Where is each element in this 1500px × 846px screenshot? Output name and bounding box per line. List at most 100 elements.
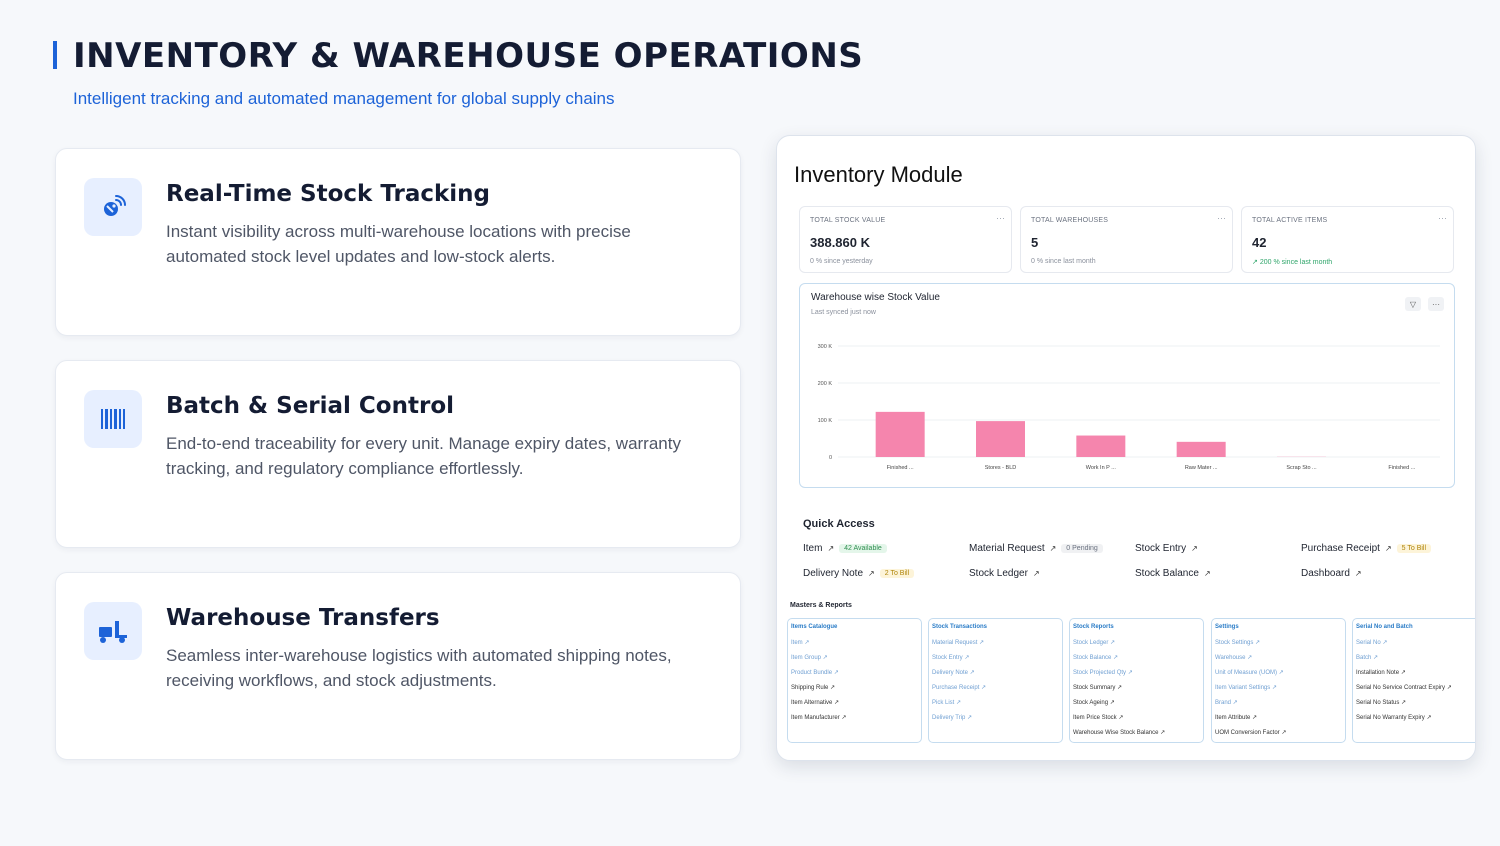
feature-title: Real-Time Stock Tracking	[166, 181, 490, 207]
masters-link[interactable]: Stock Ledger ↗	[1073, 639, 1115, 646]
more-options-icon[interactable]: ···	[996, 213, 1005, 223]
masters-link-label: Stock Balance	[1073, 655, 1112, 661]
quick-access-item[interactable]: Purchase Receipt ↗ 5 To Bill	[1301, 543, 1432, 554]
masters-link-label: Pick List	[932, 700, 955, 706]
masters-link[interactable]: Serial No ↗	[1356, 639, 1387, 646]
masters-link[interactable]: Shipping Rule ↗	[791, 684, 835, 691]
chart-bar[interactable]	[1076, 435, 1126, 457]
external-link-icon: ↗	[954, 700, 962, 706]
masters-link[interactable]: Item Manufacturer ↗	[791, 714, 846, 721]
external-link-icon: ↗	[1445, 685, 1452, 691]
quick-access-item[interactable]: Stock Ledger ↗	[969, 568, 1040, 579]
masters-link[interactable]: Stock Projected Qty ↗	[1073, 669, 1133, 676]
truck-loading-icon	[84, 602, 142, 660]
masters-link[interactable]: Installation Note ↗	[1356, 669, 1406, 676]
masters-link[interactable]: Item Group ↗	[791, 654, 828, 661]
masters-card-title[interactable]: Stock Transactions	[932, 624, 988, 630]
external-link-icon: ↗	[1279, 730, 1287, 736]
masters-reports-title: Masters & Reports	[790, 602, 852, 609]
quick-access-item[interactable]: Material Request ↗ 0 Pending	[969, 543, 1103, 554]
masters-link[interactable]: Stock Ageing ↗	[1073, 699, 1115, 706]
external-link-icon: ↗	[1158, 730, 1166, 736]
external-link-icon: ↗	[1111, 655, 1119, 661]
feature-title: Batch & Serial Control	[166, 393, 455, 419]
masters-link-label: Stock Ageing	[1073, 700, 1109, 706]
quick-access-item[interactable]: Delivery Note ↗ 2 To Bill	[803, 568, 915, 579]
masters-link[interactable]: Serial No Status ↗	[1356, 699, 1406, 706]
more-options-icon[interactable]: ···	[1438, 213, 1447, 223]
masters-link[interactable]: Batch ↗	[1356, 654, 1378, 661]
masters-link[interactable]: Pick List ↗	[932, 699, 961, 706]
kpi-value: 388.860 K	[810, 235, 870, 250]
quick-access-label: Purchase Receipt	[1301, 543, 1380, 554]
kpi-card-stock-value[interactable]: TOTAL STOCK VALUE ··· 388.860 K 0 % sinc…	[799, 206, 1012, 273]
masters-link[interactable]: UOM Conversion Factor ↗	[1215, 729, 1286, 736]
masters-link[interactable]: Stock Summary ↗	[1073, 684, 1122, 691]
quick-access-label: Stock Ledger	[969, 568, 1028, 579]
masters-link[interactable]: Purchase Receipt ↗	[932, 684, 986, 691]
masters-link-label: Warehouse Wise Stock Balance	[1073, 730, 1159, 736]
masters-link[interactable]: Item Attribute ↗	[1215, 714, 1257, 721]
masters-link[interactable]: Warehouse ↗	[1215, 654, 1252, 661]
masters-link[interactable]: Product Bundle ↗	[791, 669, 839, 676]
title-accent-bar	[53, 41, 57, 69]
masters-link[interactable]: Serial No Warranty Expiry ↗	[1356, 714, 1432, 721]
chart-bar[interactable]	[875, 411, 925, 457]
masters-link[interactable]: Stock Balance ↗	[1073, 654, 1118, 661]
kpi-card-active-items[interactable]: TOTAL ACTIVE ITEMS ··· 42 ↗ 200 % since …	[1241, 206, 1454, 273]
quick-access-item[interactable]: Dashboard ↗	[1301, 568, 1362, 579]
kpi-card-warehouses[interactable]: TOTAL WAREHOUSES ··· 5 0 % since last mo…	[1020, 206, 1233, 273]
external-link-icon: ↗	[1253, 640, 1261, 646]
masters-link-label: Item Alternative	[791, 700, 833, 706]
masters-card-title[interactable]: Stock Reports	[1073, 624, 1114, 630]
masters-link[interactable]: Unit of Measure (UOM) ↗	[1215, 669, 1284, 676]
quick-access-label: Material Request	[969, 543, 1045, 554]
masters-card: Stock Transactions Material Request ↗ Stoc…	[928, 618, 1063, 743]
masters-link[interactable]: Stock Settings ↗	[1215, 639, 1260, 646]
masters-link[interactable]: Item Alternative ↗	[791, 699, 839, 706]
more-options-icon[interactable]: ···	[1217, 213, 1226, 223]
external-link-icon: ↗	[1203, 569, 1211, 578]
masters-link-label: Item Attribute	[1215, 715, 1251, 721]
external-link-icon: ↗	[827, 544, 835, 553]
masters-link[interactable]: Warehouse Wise Stock Balance ↗	[1073, 729, 1165, 736]
masters-card-title[interactable]: Settings	[1215, 624, 1239, 630]
masters-link-label: Serial No	[1356, 640, 1381, 646]
kpi-label: TOTAL ACTIVE ITEMS	[1252, 217, 1328, 224]
masters-card-title[interactable]: Items Catalogue	[791, 624, 838, 630]
masters-link-label: Item Group	[791, 655, 822, 661]
masters-link-label: Item Price Stock	[1073, 715, 1117, 721]
masters-link[interactable]: Item Variant Settings ↗	[1215, 684, 1277, 691]
feature-description: Instant visibility across multi-warehous…	[166, 222, 631, 266]
y-tick-label: 100 K	[818, 418, 833, 424]
masters-link[interactable]: Delivery Trip ↗	[932, 714, 972, 721]
external-link-icon: ↗	[1384, 544, 1392, 553]
masters-link[interactable]: Serial No Service Contract Expiry ↗	[1356, 684, 1452, 691]
chart-menu-icon[interactable]: ···	[1428, 297, 1444, 311]
masters-card-title[interactable]: Serial No and Batch	[1356, 624, 1413, 630]
x-tick-label: Scrap Sto ...	[1286, 465, 1317, 471]
external-link-icon: ↗	[1049, 544, 1057, 553]
kpi-change: 0 % since yesterday	[810, 258, 873, 265]
external-link-icon: ↗	[977, 640, 985, 646]
masters-link[interactable]: Item Price Stock ↗	[1073, 714, 1123, 721]
masters-link[interactable]: Item ↗	[791, 639, 809, 646]
masters-link[interactable]: Material Request ↗	[932, 639, 984, 646]
quick-access-item[interactable]: Stock Balance ↗	[1135, 568, 1211, 579]
external-link-icon: ↗	[1108, 700, 1115, 706]
quick-access-item[interactable]: Item ↗ 42 Available	[803, 543, 887, 554]
quick-access-item[interactable]: Stock Entry ↗	[1135, 543, 1198, 554]
masters-link-label: Installation Note	[1356, 670, 1400, 676]
feature-card-batch-serial: Batch & Serial Control End-to-end tracea…	[55, 360, 741, 548]
masters-link[interactable]: Brand ↗	[1215, 699, 1238, 706]
masters-link[interactable]: Delivery Note ↗	[932, 669, 975, 676]
masters-link[interactable]: Stock Entry ↗	[932, 654, 969, 661]
filter-icon[interactable]: ▽	[1405, 297, 1421, 311]
chart-bar[interactable]	[976, 421, 1025, 457]
chart-bar[interactable]	[1176, 441, 1226, 457]
masters-link-label: Item Manufacturer	[791, 715, 840, 721]
module-title: Inventory Module	[794, 162, 963, 187]
bar-chart: 0 100 K 200 K 300 K Finished ... Stores - BLD…	[818, 344, 1440, 471]
warehouse-stock-chart-card: Warehouse wise Stock Value Last synced j…	[799, 283, 1455, 488]
external-link-icon: ↗	[1032, 569, 1040, 578]
